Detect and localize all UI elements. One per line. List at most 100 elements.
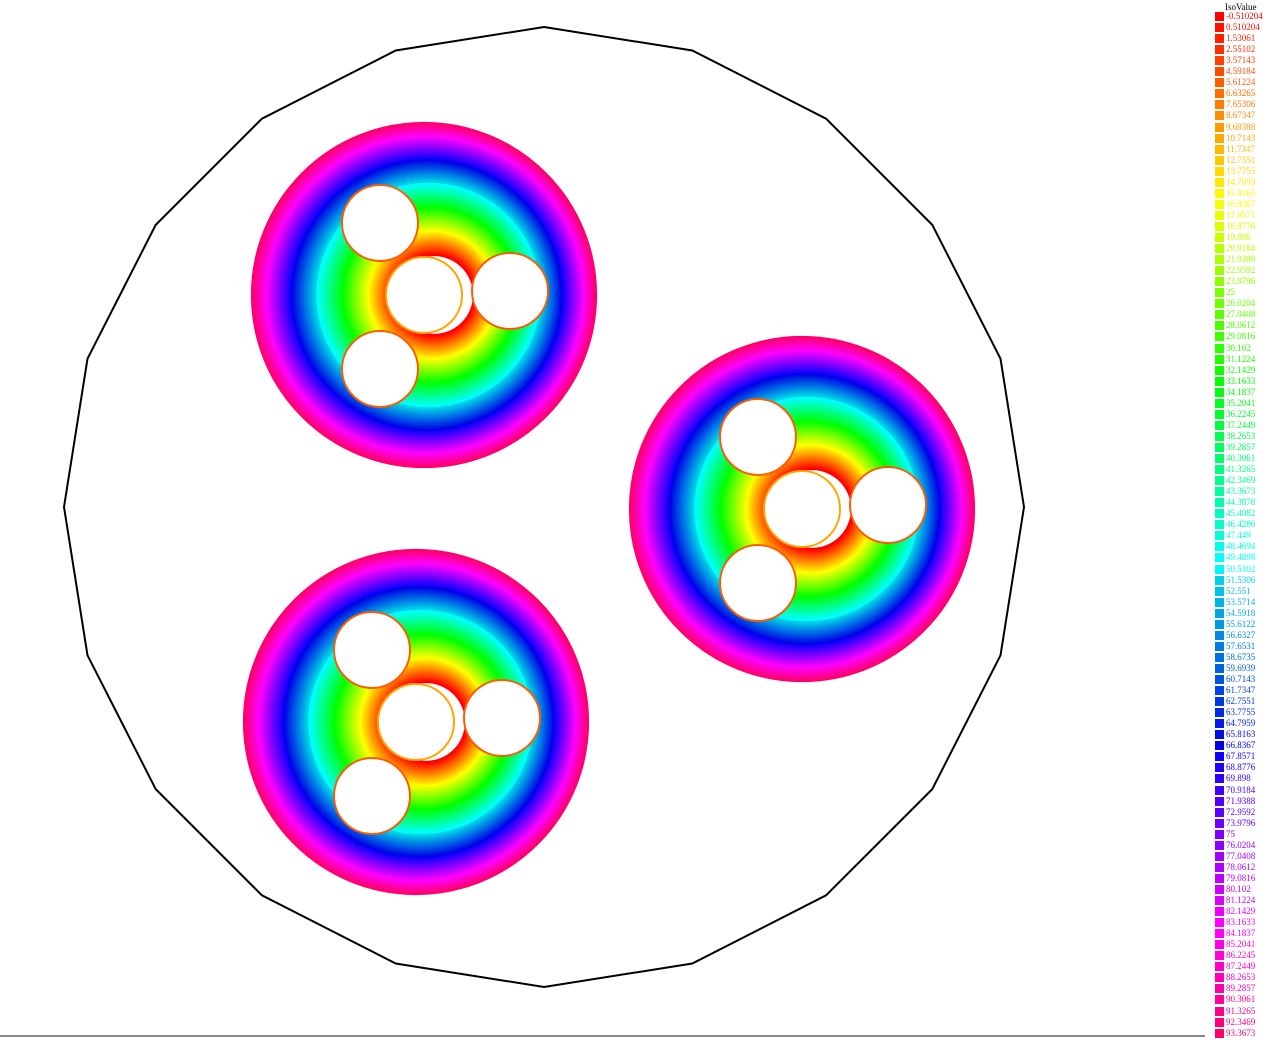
- legend-label: 85.2041: [1226, 939, 1256, 950]
- legend-swatch: [1215, 277, 1224, 287]
- legend-row: 17.8571: [1215, 210, 1287, 221]
- legend-swatch: [1215, 67, 1224, 77]
- legend-swatch: [1215, 708, 1224, 718]
- legend-swatch: [1215, 697, 1224, 707]
- isoline: [298, 166, 556, 424]
- legend-label: 73.9796: [1226, 817, 1256, 828]
- legend-label: 1.53061: [1226, 33, 1256, 44]
- legend-row: 37.2449: [1215, 420, 1287, 431]
- legend-swatch: [1215, 1006, 1224, 1016]
- isoline: [652, 358, 955, 660]
- legend-label: 25: [1226, 287, 1235, 298]
- legend-label: 84.1837: [1226, 928, 1256, 939]
- isoline: [671, 375, 939, 643]
- legend-row: 3.57143: [1215, 55, 1287, 66]
- legend-row: 54.5918: [1215, 608, 1287, 619]
- legend-row: 39.2857: [1215, 442, 1287, 453]
- legend-swatch: [1215, 884, 1224, 894]
- legend-row: 13.7755: [1215, 166, 1287, 177]
- legend-row: 29.0816: [1215, 331, 1287, 342]
- legend-label: 78.0612: [1226, 861, 1256, 872]
- legend-swatch: [1215, 862, 1224, 872]
- isoline: [670, 374, 940, 644]
- isoline: [638, 344, 967, 674]
- legend-row: 33.1633: [1215, 376, 1287, 387]
- isoline: [640, 346, 966, 672]
- legend-label: 56.6327: [1226, 629, 1256, 640]
- legend-row: -0.510204: [1215, 11, 1287, 22]
- isoline: [651, 356, 956, 662]
- legend-swatch: [1215, 431, 1224, 441]
- legend-swatch: [1215, 929, 1224, 939]
- legend-swatch: [1215, 111, 1224, 121]
- legend-label: 27.0408: [1226, 309, 1256, 320]
- legend-label: 87.2449: [1226, 961, 1256, 972]
- isoline: [628, 335, 976, 683]
- legend-swatch: [1215, 266, 1224, 276]
- legend-swatch: [1215, 940, 1224, 950]
- legend-label: 42.3469: [1226, 475, 1256, 486]
- isoline: [266, 136, 584, 454]
- legend-label: 23.9796: [1226, 276, 1256, 287]
- legend-row: 22.9592: [1215, 265, 1287, 276]
- isoline: [295, 597, 544, 847]
- legend-label: 79.0816: [1226, 872, 1256, 883]
- legend-swatch: [1215, 907, 1224, 917]
- legend-label: 53.5714: [1226, 596, 1256, 607]
- legend-swatch: [1215, 586, 1224, 596]
- legend-label: 7.65306: [1226, 99, 1256, 110]
- isoline: [286, 154, 567, 436]
- legend-label: 72.9592: [1226, 806, 1256, 817]
- legend-row: 9.69388: [1215, 122, 1287, 133]
- legend-label: 4.59184: [1226, 66, 1256, 77]
- cable-group-1: [250, 121, 598, 469]
- legend-label: 61.7347: [1226, 685, 1256, 696]
- isoline: [660, 365, 948, 653]
- legend-swatch: [1215, 641, 1224, 651]
- legend-swatch: [1215, 244, 1224, 254]
- isoline: [274, 144, 577, 446]
- legend-row: 91.3265: [1215, 1006, 1287, 1017]
- conductor-2: [463, 679, 541, 757]
- isoline: [293, 161, 561, 429]
- conductor-4: [763, 470, 841, 548]
- isoline: [673, 377, 937, 641]
- isoline: [284, 153, 569, 437]
- legend-swatch: [1215, 188, 1224, 198]
- isoline: [258, 129, 591, 461]
- legend-swatch: [1215, 332, 1224, 342]
- isoline: [292, 594, 547, 850]
- legend-row: 42.3469: [1215, 475, 1287, 486]
- legend-label: 82.1429: [1226, 906, 1256, 917]
- legend-swatch: [1215, 896, 1224, 905]
- legend-row: 25: [1215, 287, 1287, 298]
- legend-swatch: [1215, 155, 1224, 165]
- isoline: [254, 559, 580, 885]
- isoline: [250, 121, 598, 469]
- legend-label: 46.4286: [1226, 519, 1256, 530]
- legend-row: 69.898: [1215, 773, 1287, 784]
- legend-swatch: [1215, 630, 1224, 640]
- legend-swatch: [1215, 542, 1224, 552]
- legend-row: 51.5306: [1215, 575, 1287, 586]
- legend-row: 82.1429: [1215, 906, 1287, 917]
- isoline: [274, 578, 562, 866]
- legend-swatch: [1215, 995, 1224, 1005]
- conductor-3: [719, 544, 797, 622]
- legend-label: 70.9184: [1226, 784, 1256, 795]
- isovalue-legend: IsoValue -0.510204 0.510204 1.53061 2.55102…: [1205, 0, 1287, 1038]
- isoline: [250, 556, 583, 888]
- isoline: [633, 340, 971, 678]
- legend-swatch: [1215, 818, 1224, 828]
- legend-swatch: [1215, 442, 1224, 452]
- legend-row: 12.7551: [1215, 155, 1287, 166]
- isoline: [644, 350, 962, 668]
- legend-swatch: [1215, 34, 1224, 44]
- isoline: [654, 359, 954, 659]
- legend-row: 23.9796: [1215, 276, 1287, 287]
- legend-label: 49.4898: [1226, 552, 1256, 563]
- legend-row: 43.3673: [1215, 486, 1287, 497]
- legend-row: 83.1633: [1215, 917, 1287, 928]
- isoline: [289, 157, 565, 433]
- isoline: [263, 568, 572, 876]
